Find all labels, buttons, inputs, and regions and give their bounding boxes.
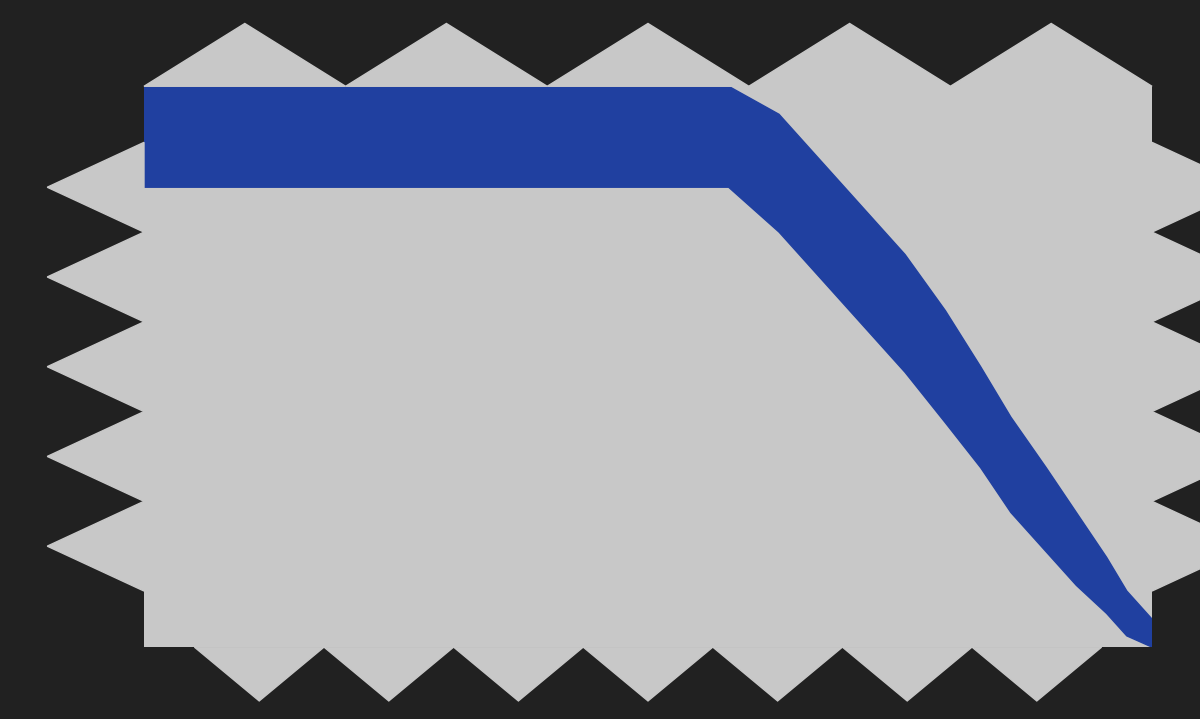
Polygon shape — [454, 647, 583, 701]
Polygon shape — [47, 411, 144, 501]
Polygon shape — [972, 647, 1102, 701]
Polygon shape — [346, 24, 547, 86]
Polygon shape — [194, 647, 324, 701]
Polygon shape — [842, 647, 972, 701]
Polygon shape — [1152, 142, 1200, 232]
Polygon shape — [47, 232, 144, 322]
Polygon shape — [47, 322, 144, 411]
Polygon shape — [324, 647, 454, 701]
Polygon shape — [1152, 322, 1200, 411]
Polygon shape — [47, 142, 144, 232]
Polygon shape — [713, 647, 842, 701]
Polygon shape — [547, 24, 749, 86]
Polygon shape — [1152, 501, 1200, 591]
Polygon shape — [47, 501, 144, 591]
Polygon shape — [749, 24, 950, 86]
Polygon shape — [1152, 232, 1200, 322]
Polygon shape — [1152, 411, 1200, 501]
Polygon shape — [950, 24, 1152, 86]
Polygon shape — [144, 86, 1152, 647]
Polygon shape — [144, 24, 346, 86]
Polygon shape — [583, 647, 713, 701]
